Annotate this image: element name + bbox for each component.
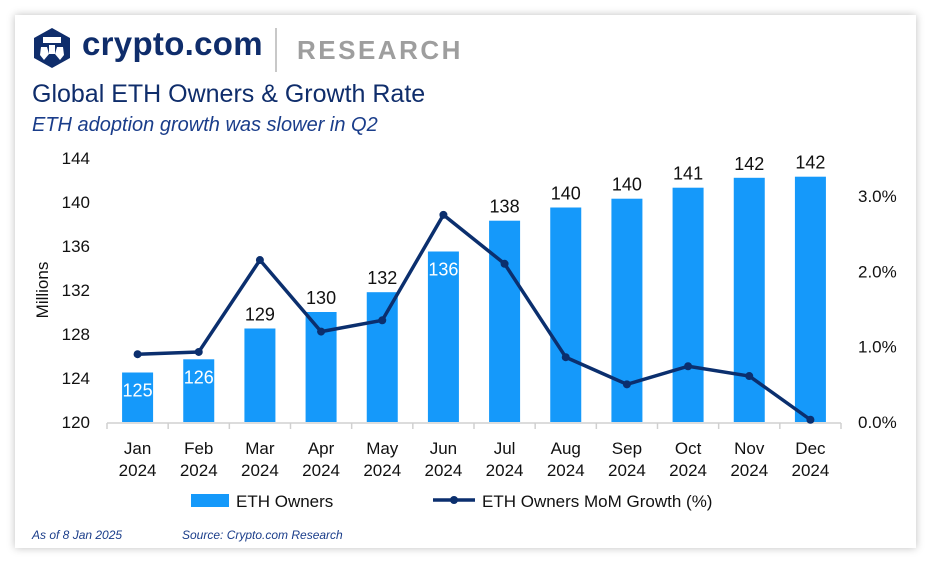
bar-eth-owners	[183, 359, 215, 422]
y-axis-label: Millions	[33, 262, 52, 319]
x-tick-label: 2024	[302, 461, 340, 480]
y-tick-label: 120	[62, 413, 90, 432]
x-tick-label: 2024	[669, 461, 707, 480]
bar-data-label: 126	[184, 367, 214, 387]
y2-tick-label: 0.0%	[858, 413, 897, 432]
chart-title: Global ETH Owners & Growth Rate	[32, 80, 426, 108]
bar-eth-owners	[122, 372, 154, 422]
section-label: RESEARCH	[297, 35, 463, 65]
line-point	[500, 259, 509, 268]
x-tick-label: 2024	[241, 461, 279, 480]
y-tick-label: 144	[62, 149, 90, 168]
line-mom-growth	[137, 213, 812, 422]
bar-eth-owners	[611, 198, 643, 422]
line-point	[378, 316, 387, 325]
crypto-com-logo-icon	[34, 28, 70, 68]
bar-eth-owners	[672, 187, 704, 422]
x-tick-label: 2024	[363, 461, 401, 480]
chart-card	[15, 15, 916, 548]
bar-data-label: 138	[490, 197, 520, 217]
bar-eth-owners	[427, 251, 459, 422]
bar-eth-owners	[794, 176, 826, 422]
line-point	[561, 353, 570, 362]
x-tick-label: Mar	[245, 439, 275, 458]
x-tick-label: Apr	[308, 439, 335, 458]
brand-name: crypto.com	[82, 25, 263, 62]
y-tick-label: 136	[62, 237, 90, 256]
x-tick-label: Dec	[795, 439, 826, 458]
line-point	[684, 362, 693, 371]
as-of-date: As of 8 Jan 2025	[32, 528, 123, 542]
bar-data-label: 140	[612, 175, 642, 195]
x-tick-label: 2024	[792, 461, 830, 480]
x-tick-label: Aug	[551, 439, 581, 458]
x-tick-label: May	[366, 439, 399, 458]
line-point	[133, 350, 142, 359]
bar-data-label: 136	[428, 260, 458, 280]
bar-data-label: 129	[245, 305, 275, 325]
x-tick-label: 2024	[608, 461, 646, 480]
x-tick-label: Oct	[675, 439, 702, 458]
x-tick-label: Nov	[734, 439, 765, 458]
y-tick-label: 140	[62, 193, 90, 212]
header-divider	[275, 28, 277, 72]
chart-subtitle: ETH adoption growth was slower in Q2	[32, 114, 378, 136]
line-point	[806, 415, 815, 424]
y2-tick-label: 3.0%	[858, 187, 897, 206]
x-tick-label: 2024	[547, 461, 585, 480]
bar-data-label: 141	[673, 164, 703, 184]
bar-data-label: 132	[367, 268, 397, 288]
y2-tick-label: 1.0%	[858, 338, 897, 357]
legend-label: ETH Owners	[236, 492, 333, 511]
y-tick-label: 128	[62, 325, 90, 344]
bar-data-label: 140	[551, 184, 581, 204]
y-tick-label: 124	[62, 369, 90, 388]
bar-data-label: 142	[795, 153, 825, 173]
x-tick-label: 2024	[486, 461, 524, 480]
y2-tick-label: 2.0%	[858, 262, 897, 281]
bar-data-label: 125	[123, 381, 153, 401]
bar-data-label: 130	[306, 288, 336, 308]
line-point	[194, 347, 203, 356]
line-point	[439, 210, 448, 219]
source-note: Source: Crypto.com Research	[182, 528, 343, 542]
bar-eth-owners	[366, 292, 398, 422]
x-tick-label: 2024	[425, 461, 463, 480]
x-tick-label: 2024	[119, 461, 157, 480]
x-tick-label: Feb	[184, 439, 213, 458]
x-tick-label: Jan	[124, 439, 151, 458]
line-point	[317, 327, 326, 336]
bar-eth-owners	[489, 220, 521, 422]
legend-bar-swatch	[191, 494, 229, 507]
legend-label: ETH Owners MoM Growth (%)	[482, 492, 712, 511]
bar-eth-owners	[244, 328, 276, 422]
x-tick-label: Sep	[612, 439, 642, 458]
line-point	[745, 372, 754, 381]
line-point	[622, 380, 631, 389]
legend-line-marker	[450, 496, 458, 504]
bar-eth-owners	[550, 207, 582, 422]
x-tick-label: 2024	[730, 461, 768, 480]
y-tick-label: 132	[62, 281, 90, 300]
x-tick-label: Jun	[430, 439, 457, 458]
x-tick-label: 2024	[180, 461, 218, 480]
x-tick-label: Jul	[494, 439, 516, 458]
line-point	[255, 256, 264, 265]
bar-data-label: 142	[734, 154, 764, 174]
